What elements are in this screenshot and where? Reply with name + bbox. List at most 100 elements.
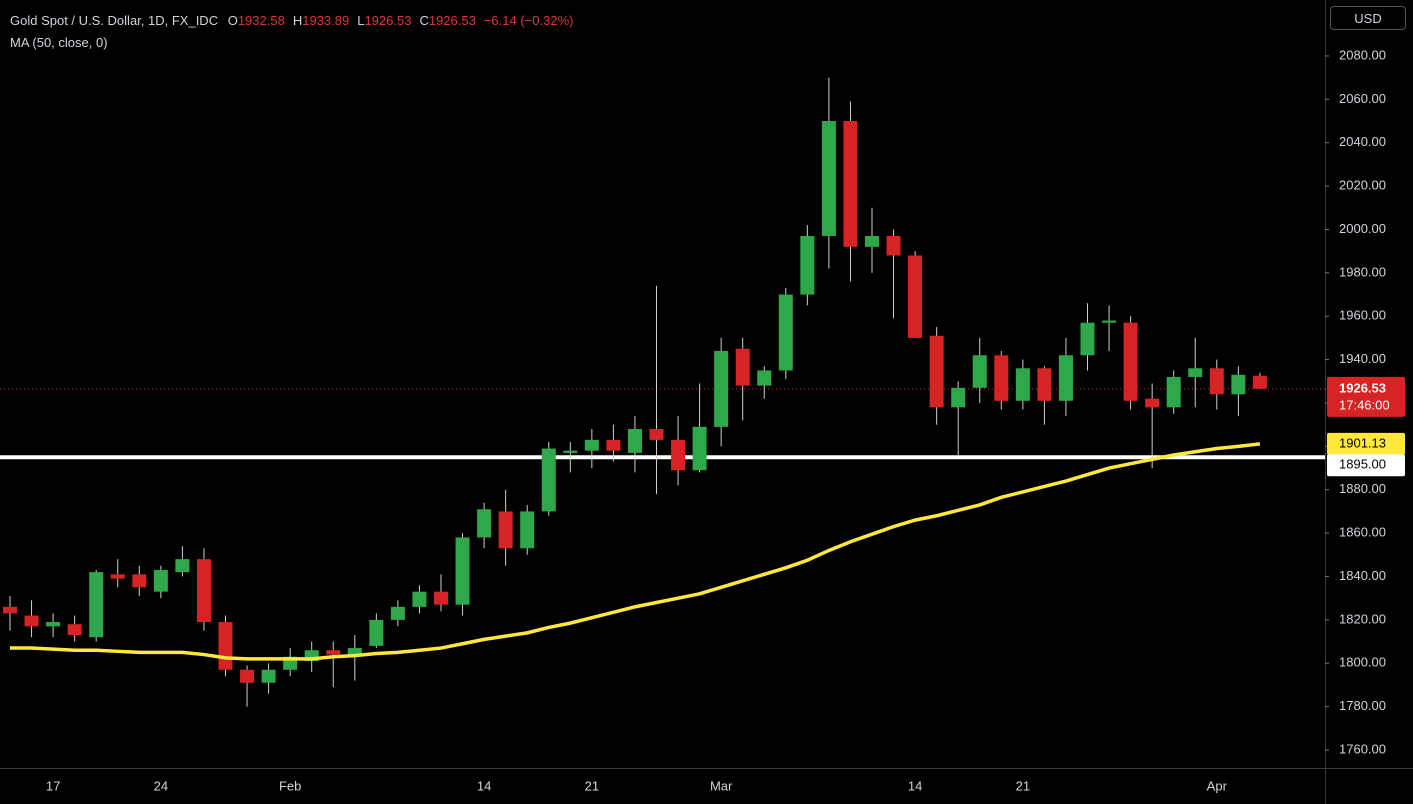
currency-button[interactable]: USD: [1330, 6, 1406, 30]
y-tick-label: 1760.00: [1339, 741, 1386, 756]
candle-body: [520, 511, 535, 549]
candle-body: [1209, 368, 1224, 395]
candle-body: [671, 439, 686, 471]
x-tick-label: 24: [154, 778, 168, 793]
x-tick-label: Apr: [1207, 778, 1228, 793]
candle-body: [929, 335, 944, 408]
candle-body: [865, 235, 879, 247]
y-tick-label: 1940.00: [1339, 351, 1386, 366]
candle-body: [412, 591, 427, 607]
level-price-label: 1895.00: [1339, 457, 1386, 472]
ohlc-key: C: [419, 13, 429, 28]
candle-body: [800, 235, 815, 295]
candle-body: [132, 574, 147, 588]
candle-body: [390, 606, 405, 620]
candle-body: [1145, 398, 1160, 408]
candle-body: [994, 355, 1009, 401]
candle-body: [886, 235, 901, 256]
candle-body: [3, 606, 17, 614]
x-tick-label: Feb: [279, 778, 301, 793]
y-tick-label: 1820.00: [1339, 611, 1386, 626]
x-tick-label: Mar: [710, 778, 733, 793]
ohlc-value: 1933.89: [302, 13, 350, 28]
candle-body: [1252, 375, 1267, 389]
candle-body: [972, 355, 987, 388]
candle-body: [1080, 322, 1095, 356]
candle-body: [778, 294, 793, 371]
candle-body: [1231, 374, 1246, 395]
x-tick-label: 14: [908, 778, 922, 793]
ohlc-value: 1926.53: [428, 13, 476, 28]
candle-body: [498, 511, 513, 549]
ohlc-value: 1926.53: [364, 13, 412, 28]
y-tick-label: 1880.00: [1339, 481, 1386, 496]
candle-body: [347, 648, 362, 655]
y-tick-label: 2000.00: [1339, 221, 1386, 236]
candle-body: [240, 669, 255, 683]
candle-body: [1166, 376, 1181, 408]
x-tick-label: 14: [477, 778, 491, 793]
candle-body: [369, 619, 384, 646]
candle-body: [326, 650, 341, 655]
y-tick-label: 2080.00: [1339, 47, 1386, 62]
candle-body: [908, 255, 923, 338]
y-tick-label: 2020.00: [1339, 178, 1386, 193]
candle-body: [196, 559, 211, 623]
y-tick-label: 1960.00: [1339, 308, 1386, 323]
y-tick-label: 1980.00: [1339, 264, 1386, 279]
candle-body: [649, 429, 664, 440]
symbol-title: Gold Spot / U.S. Dollar, 1D, FX_IDC: [10, 13, 219, 28]
ohlc-key: O: [227, 13, 238, 28]
candle-body: [110, 574, 125, 579]
candle-body: [843, 121, 858, 247]
y-tick-label: 1860.00: [1339, 525, 1386, 540]
ohlc-value: 1932.58: [237, 13, 285, 28]
candle-body: [455, 537, 470, 605]
candle-body: [821, 121, 836, 236]
candle-body: [951, 387, 966, 408]
y-tick-label: 1800.00: [1339, 655, 1386, 670]
change: −6.14 (−0.32%): [483, 13, 574, 28]
candle-body: [541, 448, 556, 512]
legend: Gold Spot / U.S. Dollar, 1D, FX_IDC O193…: [10, 10, 581, 54]
candle-body: [175, 559, 190, 573]
candle-body: [1123, 322, 1138, 401]
y-tick-label: 1840.00: [1339, 568, 1386, 583]
x-tick-label: 21: [1016, 778, 1030, 793]
candle-body: [89, 572, 104, 638]
candle-body: [218, 622, 233, 670]
candle-body: [1058, 355, 1073, 401]
candle-body: [1188, 368, 1203, 377]
candle-body: [46, 622, 61, 627]
countdown-label: 17:46:00: [1339, 397, 1390, 412]
y-tick-label: 1780.00: [1339, 698, 1386, 713]
x-tick-label: 21: [585, 778, 599, 793]
candle-body: [1015, 368, 1030, 401]
candle-body: [1102, 320, 1117, 323]
candle-body: [735, 348, 750, 386]
ohlc-key: L: [357, 13, 365, 28]
candle-body: [477, 509, 492, 538]
candle-body: [757, 370, 772, 386]
ma-price-box: [1327, 432, 1405, 455]
candle-body: [584, 439, 599, 451]
ohlc-key: H: [292, 13, 303, 28]
last-price-label: 1926.53: [1339, 380, 1386, 395]
last-price-box: [1327, 376, 1405, 417]
candle-body: [627, 429, 642, 453]
candle-body: [563, 450, 578, 453]
ma-price-label: 1901.13: [1339, 435, 1386, 450]
y-tick-label: 2040.00: [1339, 134, 1386, 149]
y-tick-label: 2060.00: [1339, 91, 1386, 106]
candle-body: [304, 650, 319, 662]
candle-body: [692, 426, 707, 471]
header-line: Gold Spot / U.S. Dollar, 1D, FX_IDC O193…: [10, 10, 581, 32]
candle-body: [434, 591, 448, 605]
candle-body: [153, 569, 168, 592]
moving-average: [10, 442, 1261, 661]
x-tick-label: 17: [46, 778, 60, 793]
candle-body: [67, 624, 82, 636]
candle-body: [606, 439, 621, 451]
